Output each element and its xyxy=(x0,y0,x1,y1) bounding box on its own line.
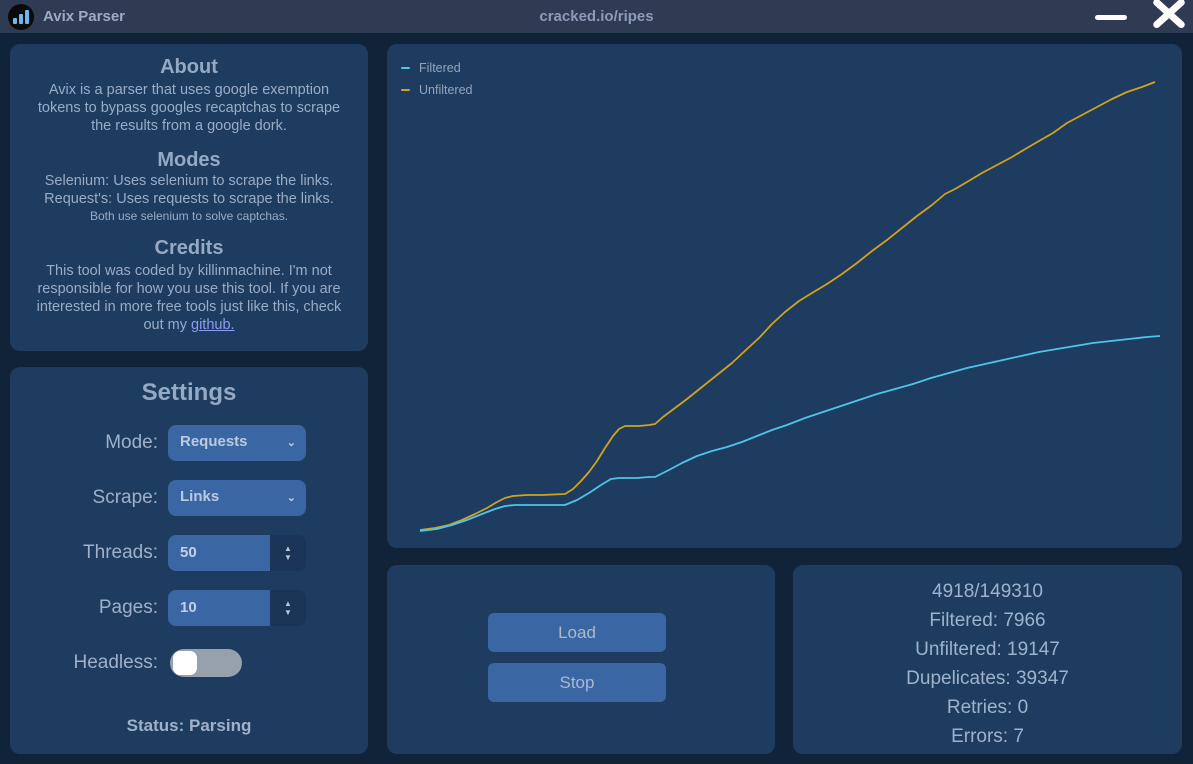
filtered-dash-icon xyxy=(401,67,410,69)
app-logo-bar-chart-icon xyxy=(8,3,34,30)
mode-label: Mode: xyxy=(105,432,158,453)
stat-retries: Retries: 0 xyxy=(946,697,1029,718)
legend-item-unfiltered: Unfiltered xyxy=(401,79,473,101)
headless-label: Headless: xyxy=(73,652,159,673)
modes-line-requests: Request's: Uses requests to scrape the l… xyxy=(44,191,334,207)
pages-label: Pages: xyxy=(98,597,158,618)
pages-row: Pages: 10 ▲ ▼ xyxy=(10,590,368,626)
stat-filtered: Filtered: 7966 xyxy=(929,610,1046,631)
about-heading: About xyxy=(160,56,218,78)
threads-row: Threads: 50 ▲ ▼ xyxy=(10,535,368,571)
close-icon[interactable] xyxy=(1149,0,1189,33)
pages-stepper-arrows[interactable]: ▲ ▼ xyxy=(270,590,306,626)
credits-body: This tool was coded by killinmachine. I'… xyxy=(36,263,342,333)
title-bar: Avix Parser cracked.io/ripes xyxy=(0,0,1193,33)
threads-value[interactable]: 50 xyxy=(168,535,270,571)
credits-text: This tool was coded by killinmachine. I'… xyxy=(30,262,348,334)
actions-panel: Load Stop xyxy=(387,565,775,754)
window-center-title: cracked.io/ripes xyxy=(539,8,654,25)
scrape-select[interactable]: Links ⌄ xyxy=(168,480,306,516)
threads-stepper-arrows[interactable]: ▲ ▼ xyxy=(270,535,306,571)
mode-row: Mode: Requests ⌄ xyxy=(10,425,368,461)
progress-count: 4918/149310 xyxy=(932,581,1043,602)
threads-label: Threads: xyxy=(83,542,158,563)
unfiltered-dash-icon xyxy=(401,89,410,91)
scrape-label: Scrape: xyxy=(92,487,158,508)
stop-button[interactable]: Stop xyxy=(488,663,666,702)
window-controls xyxy=(1095,0,1193,33)
spinner-up-icon[interactable]: ▲ xyxy=(284,544,292,553)
scrape-select-value: Links xyxy=(180,488,220,505)
minimize-icon[interactable] xyxy=(1095,15,1127,20)
headless-toggle[interactable] xyxy=(170,649,242,677)
stat-errors: Errors: 7 xyxy=(951,726,1024,747)
chevron-down-icon: ⌄ xyxy=(286,492,296,504)
threads-stepper[interactable]: 50 ▲ ▼ xyxy=(168,535,306,571)
spinner-down-icon[interactable]: ▼ xyxy=(284,608,292,617)
modes-line-selenium: Selenium: Uses selenium to scrape the li… xyxy=(44,173,334,189)
stat-unfiltered: Unfiltered: 19147 xyxy=(915,639,1060,660)
chart-panel: Filtered Unfiltered xyxy=(387,44,1182,548)
mode-select[interactable]: Requests ⌄ xyxy=(168,425,306,461)
settings-heading: Settings xyxy=(141,379,237,406)
headless-row: Headless: xyxy=(10,645,368,681)
settings-panel: Settings Mode: Requests ⌄ Scrape: Links … xyxy=(10,367,368,754)
pages-value[interactable]: 10 xyxy=(168,590,270,626)
about-panel: About Avix is a parser that uses google … xyxy=(10,44,368,351)
mode-select-value: Requests xyxy=(180,433,248,450)
legend-label-unfiltered: Unfiltered xyxy=(419,83,473,97)
modes-note: Both use selenium to solve captchas. xyxy=(89,209,289,223)
stats-panel: 4918/149310 Filtered: 7966 Unfiltered: 1… xyxy=(793,565,1182,754)
legend-item-filtered: Filtered xyxy=(401,57,473,79)
modes-heading: Modes xyxy=(157,149,221,171)
github-link[interactable]: github. xyxy=(191,317,235,333)
stat-duplicates: Dupelicates: 39347 xyxy=(906,668,1069,689)
load-button[interactable]: Load xyxy=(488,613,666,652)
headless-toggle-knob[interactable] xyxy=(173,651,197,675)
legend-label-filtered: Filtered xyxy=(419,61,461,75)
chart-legend: Filtered Unfiltered xyxy=(401,57,473,101)
chevron-down-icon: ⌄ xyxy=(286,437,296,449)
scrape-row: Scrape: Links ⌄ xyxy=(10,480,368,516)
spinner-down-icon[interactable]: ▼ xyxy=(284,553,292,562)
status-text: Status: Parsing xyxy=(126,716,252,735)
spinner-up-icon[interactable]: ▲ xyxy=(284,599,292,608)
pages-stepper[interactable]: 10 ▲ ▼ xyxy=(168,590,306,626)
credits-heading: Credits xyxy=(154,237,224,259)
parse-chart xyxy=(419,81,1161,532)
about-body: Avix is a parser that uses google exempt… xyxy=(37,82,341,134)
app-title: Avix Parser xyxy=(43,8,126,25)
